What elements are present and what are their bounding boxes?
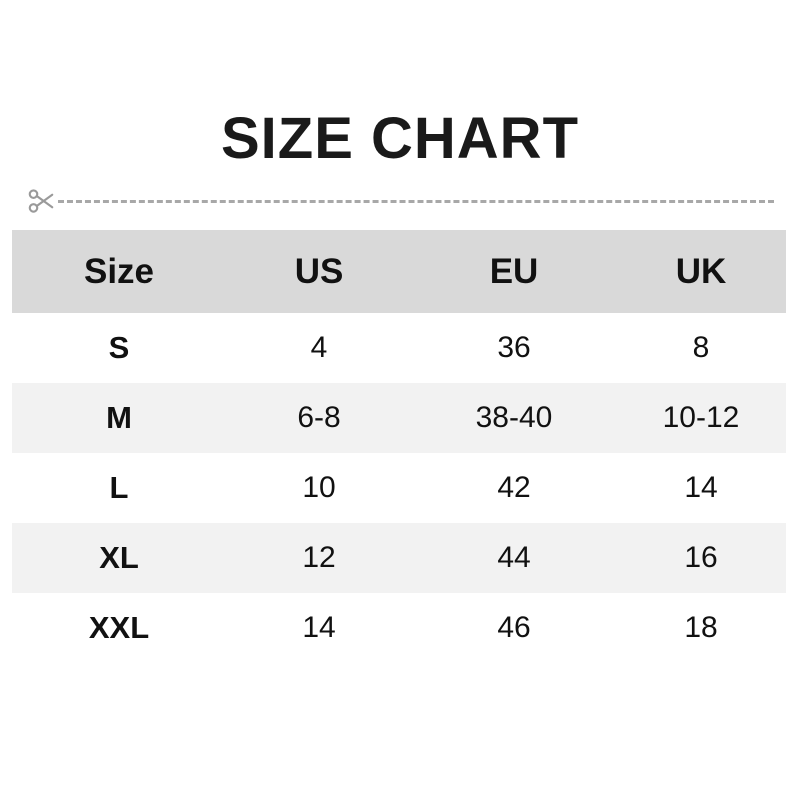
- cell-us: 6-8: [226, 383, 412, 453]
- column-header-us: US: [226, 230, 412, 313]
- column-header-eu: EU: [412, 230, 616, 313]
- cell-eu: 38-40: [412, 383, 616, 453]
- dashed-cut-line: [58, 200, 774, 203]
- cell-eu: 44: [412, 523, 616, 593]
- cell-uk: 8: [616, 313, 786, 383]
- cell-us: 4: [226, 313, 412, 383]
- table-row: S 4 36 8: [12, 313, 786, 383]
- cell-us: 14: [226, 593, 412, 663]
- cell-us: 12: [226, 523, 412, 593]
- cell-eu: 36: [412, 313, 616, 383]
- cell-us: 10: [226, 453, 412, 523]
- column-header-size: Size: [12, 230, 226, 313]
- size-chart-table: Size US EU UK S 4 36 8 M 6-8 38-40 10-12…: [12, 230, 786, 663]
- cell-uk: 16: [616, 523, 786, 593]
- table-row: M 6-8 38-40 10-12: [12, 383, 786, 453]
- table-row: XXL 14 46 18: [12, 593, 786, 663]
- cell-size: L: [12, 453, 226, 523]
- cell-size: M: [12, 383, 226, 453]
- page-title: SIZE CHART: [221, 106, 579, 171]
- column-header-uk: UK: [616, 230, 786, 313]
- scissors-icon: [26, 186, 56, 216]
- cell-eu: 46: [412, 593, 616, 663]
- table-row: L 10 42 14: [12, 453, 786, 523]
- cell-uk: 10-12: [616, 383, 786, 453]
- cell-size: XL: [12, 523, 226, 593]
- cell-size: XXL: [12, 593, 226, 663]
- cell-uk: 18: [616, 593, 786, 663]
- cell-uk: 14: [616, 453, 786, 523]
- table-header-row: Size US EU UK: [12, 230, 786, 313]
- cell-size: S: [12, 313, 226, 383]
- cell-eu: 42: [412, 453, 616, 523]
- cut-line: [26, 184, 774, 218]
- table-row: XL 12 44 16: [12, 523, 786, 593]
